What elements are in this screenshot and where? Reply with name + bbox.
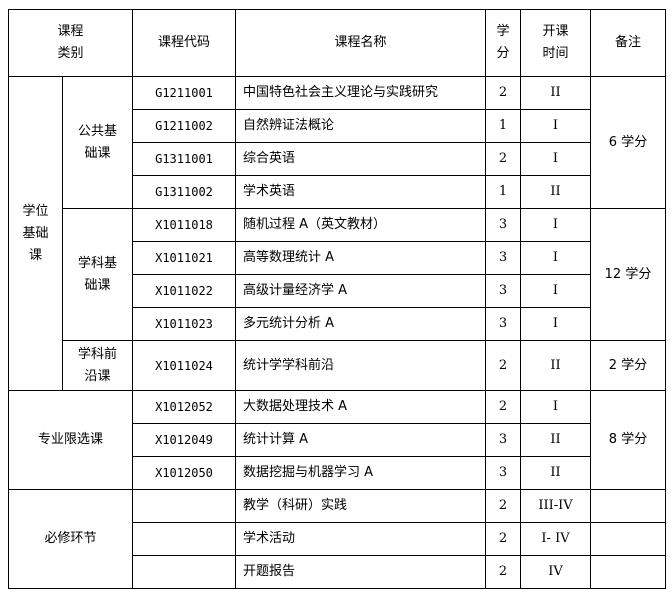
course-code: X1011022 [132,274,236,308]
group-frontier: 学科前 沿课 [62,340,133,391]
table-row: 学科前 沿课 X1011024 统计学学科前沿 2 II 2 学分 [9,340,666,391]
course-code: X1011021 [132,241,236,275]
course-name: 统计计算 A [235,423,486,457]
course-term: I [520,241,591,275]
course-term: II [520,76,591,110]
table-row: X1012050 数据挖掘与机器学习 A 3 II [9,456,666,490]
course-code: X1011018 [132,208,236,242]
header-remark: 备注 [590,9,666,77]
course-credits: 2 [485,390,521,424]
group-degree: 学位 基础课 [8,76,63,391]
course-name: 高等数理统计 A [235,241,486,275]
table-row: 开题报告 2 IV [9,555,666,589]
curriculum-table: 课程 类别 课程代码 课程名称 学分 开课 时间 备注 学位 基础课公共基 础课 G121… [8,9,666,589]
course-term: II [520,423,591,457]
course-name: 多元统计分析 A [235,307,486,341]
course-code: G1211001 [132,76,236,110]
group-elective: 专业限选课 [8,390,133,490]
header-term: 开课 时间 [520,9,591,77]
course-name: 中国特色社会主义理论与实践研究 [235,76,486,110]
header-credits: 学分 [485,9,521,77]
remark-empty [590,522,666,556]
course-term: II [520,456,591,490]
course-credits: 2 [485,522,521,556]
course-code [132,522,236,556]
course-credits: 3 [485,423,521,457]
remark-elective: 8 学分 [590,390,666,490]
header-category: 课程 类别 [8,9,133,77]
remark-empty [590,555,666,589]
remark-subject: 12 学分 [590,208,666,341]
course-term: IV [520,555,591,589]
course-name: 高级计量经济学 A [235,274,486,308]
course-code [132,555,236,589]
course-credits: 3 [485,456,521,490]
course-code [132,489,236,523]
course-credits: 1 [485,175,521,209]
course-name: 大数据处理技术 A [235,390,486,424]
course-name: 开题报告 [235,555,486,589]
course-term: III-IV [520,489,591,523]
remark-empty [590,489,666,523]
table-row: X1012049 统计计算 A 3 II [9,423,666,457]
header-code: 课程代码 [132,9,236,77]
course-term: I [520,109,591,143]
group-public: 公共基 础课 [62,76,133,209]
course-code: G1311001 [132,142,236,176]
table-row: 必修环节 教学（科研）实践 2 III-IV [8,489,666,589]
course-term: II [520,175,591,209]
remark-public: 6 学分 [590,76,666,209]
course-term: I [520,208,591,242]
course-name: 学术英语 [235,175,486,209]
course-name: 学术活动 [235,522,486,556]
course-code: X1011023 [132,307,236,341]
course-credits: 2 [485,340,521,391]
course-name: 数据挖掘与机器学习 A [235,456,486,490]
remark-frontier: 2 学分 [590,340,666,391]
course-credits: 2 [485,142,521,176]
course-credits: 3 [485,241,521,275]
course-code: G1311002 [132,175,236,209]
table-row: 学术活动 2 I- IV [9,522,666,556]
course-name: 自然辨证法概论 [235,109,486,143]
group-subject: 学科基 础课 [62,208,133,341]
course-code: X1012049 [132,423,236,457]
header-name: 课程名称 [235,9,486,77]
course-code: X1011024 [132,340,236,391]
course-code: X1012050 [132,456,236,490]
table-row: 学位 基础课公共基 础课 G1211001 中国特色社会主义理论与实践研究 2 II 6 学分 [8,76,666,391]
course-credits: 2 [485,555,521,589]
course-credits: 3 [485,307,521,341]
course-name: 统计学学科前沿 [235,340,486,391]
course-credits: 2 [485,76,521,110]
course-term: I [520,274,591,308]
course-name: 综合英语 [235,142,486,176]
course-name: 教学（科研）实践 [235,489,486,523]
table-row: G1211002 自然辨证法概论 1 I [9,109,666,143]
course-credits: 3 [485,274,521,308]
course-code: G1211002 [132,109,236,143]
course-term: I [520,142,591,176]
course-term: I [520,390,591,424]
course-term: I [520,307,591,341]
group-required: 必修环节 [8,489,133,589]
course-name: 随机过程 A（英文教材） [235,208,486,242]
table-row: 学科基 础课 X1011018 随机过程 A（英文教材） 3 I 12 学分 [9,208,666,341]
course-term: II [520,340,591,391]
course-credits: 3 [485,208,521,242]
course-term: I- IV [520,522,591,556]
course-credits: 1 [485,109,521,143]
header-row: 课程 类别 课程代码 课程名称 学分 开课 时间 备注 [8,9,666,77]
course-credits: 2 [485,489,521,523]
course-code: X1012052 [132,390,236,424]
